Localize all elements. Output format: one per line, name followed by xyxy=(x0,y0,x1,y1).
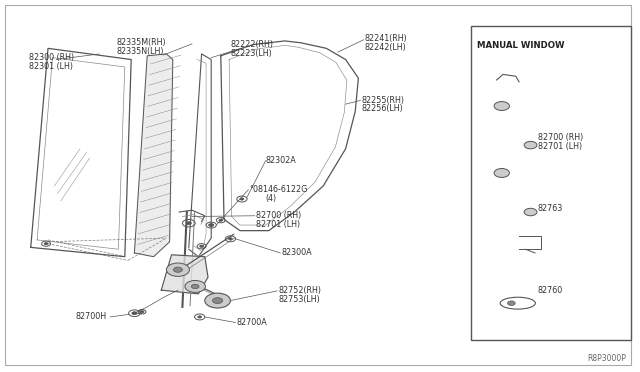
Text: 82335N(LH): 82335N(LH) xyxy=(116,47,164,56)
Circle shape xyxy=(524,141,537,149)
Circle shape xyxy=(209,224,214,227)
Circle shape xyxy=(205,293,230,308)
Circle shape xyxy=(186,222,191,225)
Text: (4): (4) xyxy=(266,194,276,203)
Circle shape xyxy=(140,311,144,313)
Circle shape xyxy=(524,208,537,216)
Circle shape xyxy=(212,298,223,304)
Circle shape xyxy=(44,243,48,245)
Text: 82301 (LH): 82301 (LH) xyxy=(29,62,73,71)
Circle shape xyxy=(200,245,204,247)
Circle shape xyxy=(494,169,509,177)
Text: 82763: 82763 xyxy=(538,204,563,213)
Text: 82700 (RH): 82700 (RH) xyxy=(256,211,301,220)
Circle shape xyxy=(219,219,223,221)
Text: 82222(RH): 82222(RH) xyxy=(230,40,273,49)
Text: 82335M(RH): 82335M(RH) xyxy=(116,38,166,47)
Text: 82701 (LH): 82701 (LH) xyxy=(538,142,582,151)
Polygon shape xyxy=(161,255,208,294)
Text: 82241(RH): 82241(RH) xyxy=(365,34,408,43)
Circle shape xyxy=(198,316,202,318)
Text: °08146-6122G: °08146-6122G xyxy=(250,185,308,194)
Circle shape xyxy=(508,301,515,305)
Text: 82242(LH): 82242(LH) xyxy=(365,43,406,52)
Circle shape xyxy=(191,284,199,289)
Text: 82255(RH): 82255(RH) xyxy=(362,96,404,105)
Circle shape xyxy=(166,263,189,276)
Text: R8P3000P: R8P3000P xyxy=(587,354,626,363)
Text: 82700 (RH): 82700 (RH) xyxy=(538,133,583,142)
Circle shape xyxy=(132,312,137,315)
Text: 82302A: 82302A xyxy=(266,156,296,165)
Text: 82700H: 82700H xyxy=(76,312,107,321)
Text: 82701 (LH): 82701 (LH) xyxy=(256,220,300,229)
Text: 82753(LH): 82753(LH) xyxy=(278,295,320,304)
Text: 82700A: 82700A xyxy=(237,318,268,327)
Polygon shape xyxy=(134,54,173,257)
Text: 82760: 82760 xyxy=(538,286,563,295)
Circle shape xyxy=(228,238,232,240)
Bar xyxy=(471,26,631,340)
Text: 82300A: 82300A xyxy=(282,248,312,257)
Circle shape xyxy=(494,102,509,110)
Circle shape xyxy=(185,280,205,292)
Circle shape xyxy=(240,198,244,200)
Text: 82300 (RH): 82300 (RH) xyxy=(29,53,74,62)
Text: 82223(LH): 82223(LH) xyxy=(230,49,272,58)
Text: 82752(RH): 82752(RH) xyxy=(278,286,321,295)
Text: MANUAL WINDOW: MANUAL WINDOW xyxy=(477,41,565,50)
Circle shape xyxy=(173,267,182,272)
Text: 82256(LH): 82256(LH) xyxy=(362,105,403,113)
